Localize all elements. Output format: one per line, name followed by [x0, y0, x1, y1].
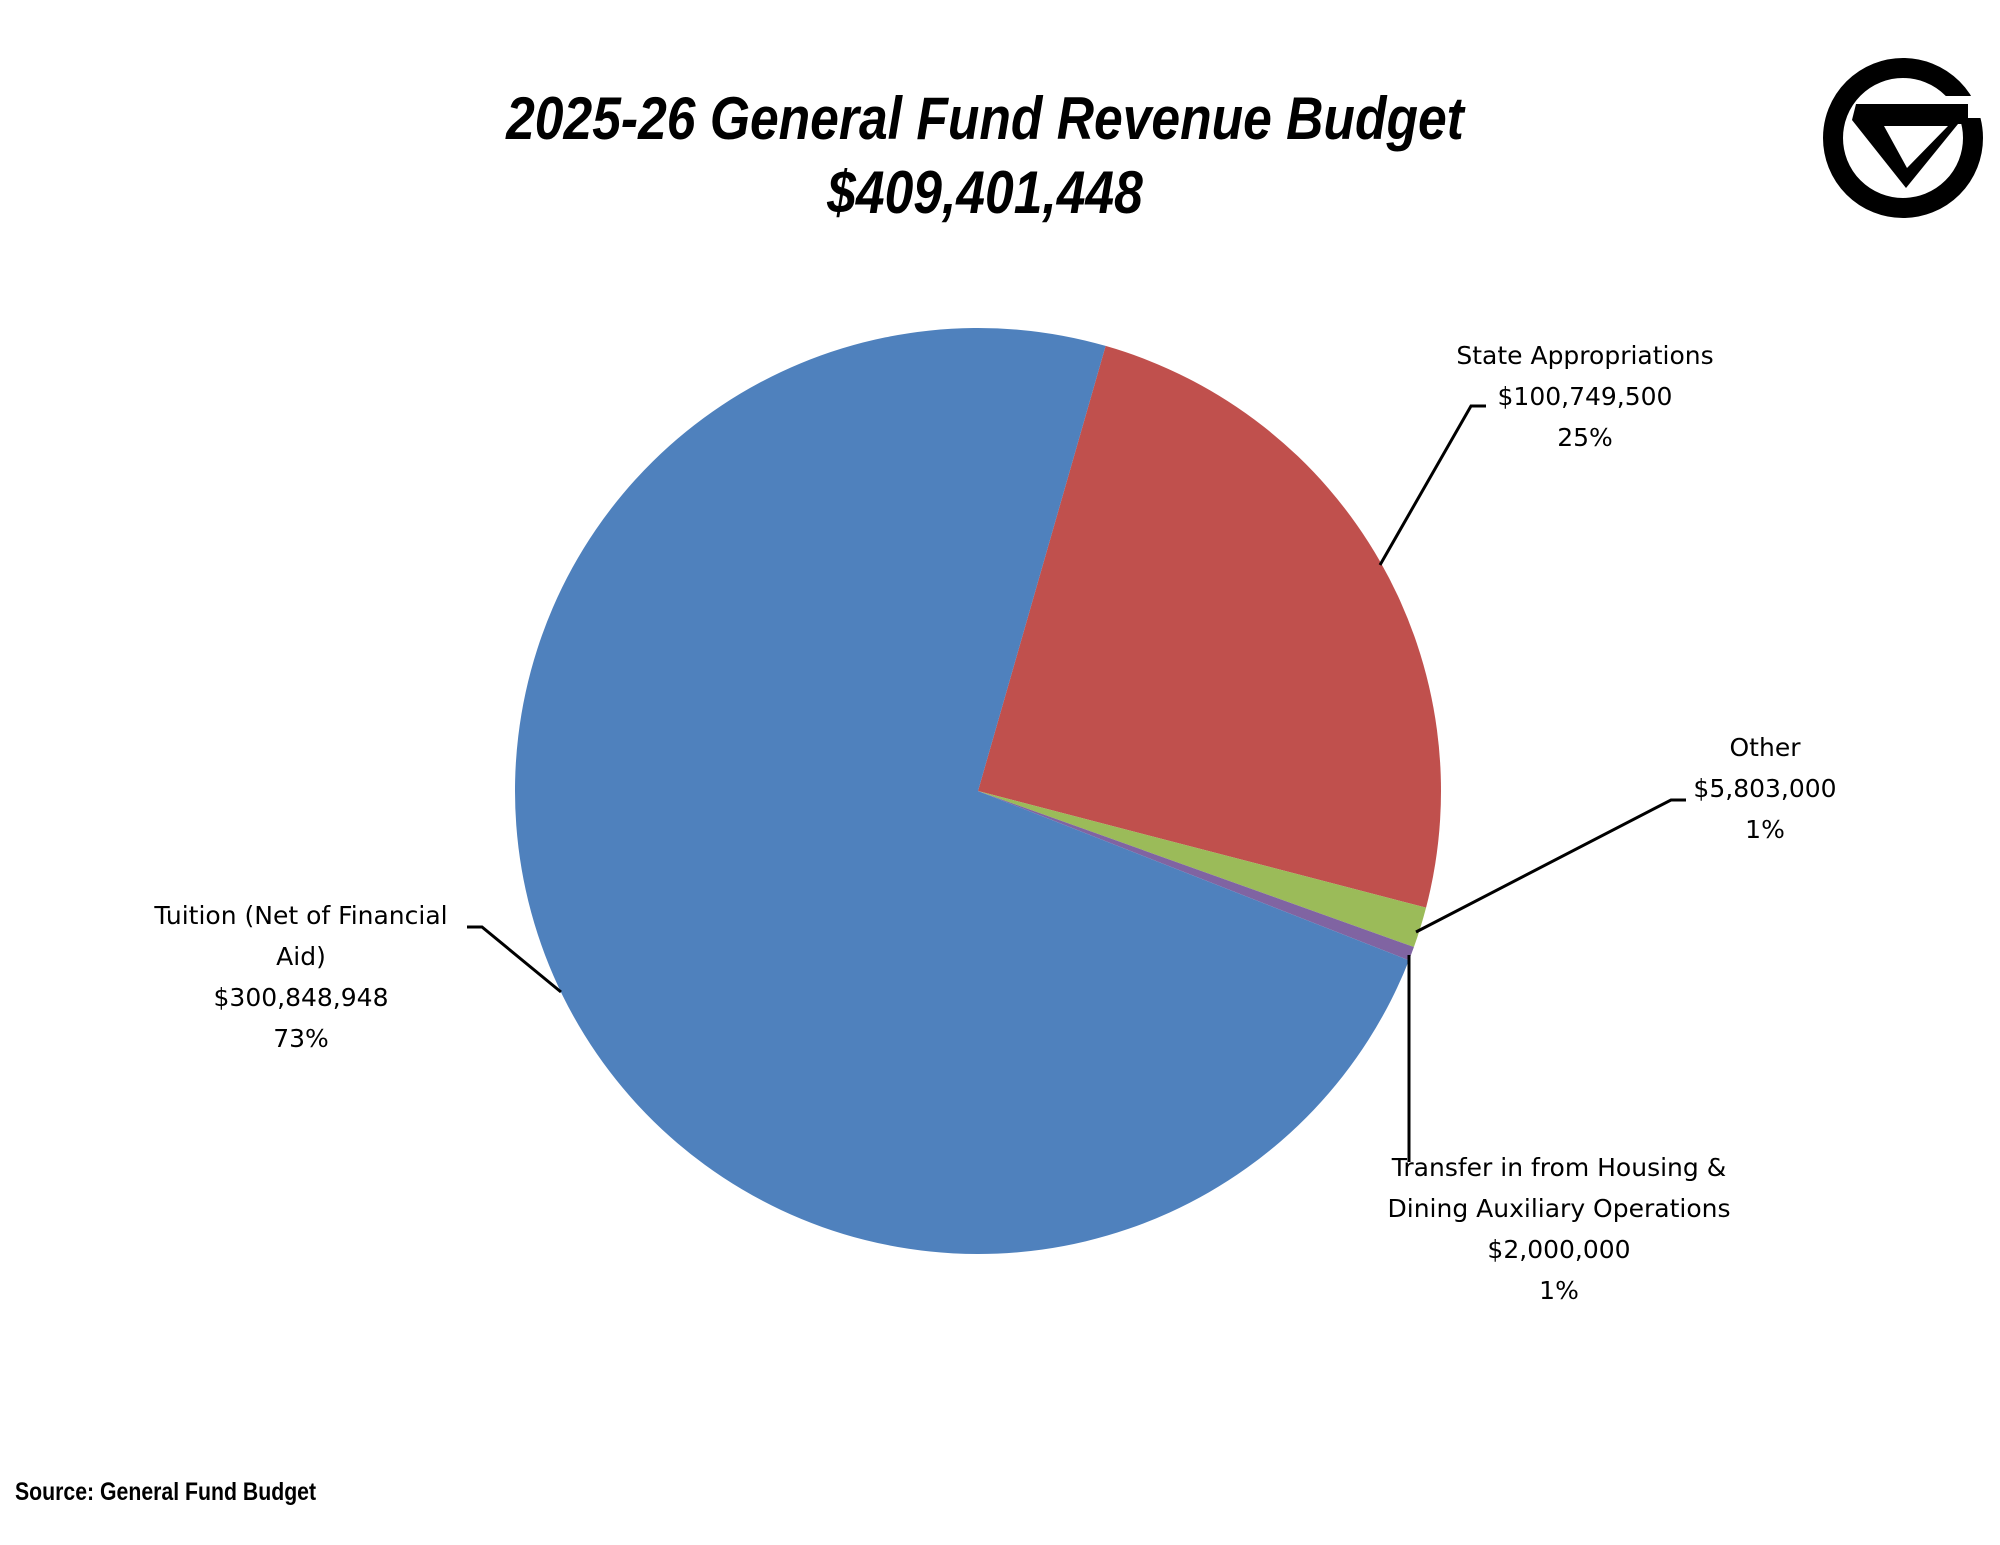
leader-line-other — [1415, 798, 1686, 934]
label-name-1: Tuition (Net of Financial — [154, 901, 448, 930]
label-value: $5,803,000 — [1693, 774, 1837, 803]
pie-slice-transfer-in-from-housing-dining-auxiliary-operations — [978, 791, 1414, 961]
gv-logo — [1823, 58, 1990, 218]
label-other: Other $5,803,000 1% — [1693, 727, 1836, 850]
label-value: $2,000,000 — [1487, 1235, 1631, 1264]
label-name-2: Aid) — [276, 942, 326, 971]
label-value: $300,848,948 — [213, 983, 389, 1012]
label-name: State Appropriations — [1456, 341, 1714, 370]
leader-line-state — [1378, 404, 1486, 566]
label-tuition: Tuition (Net of Financial Aid) $300,848,… — [154, 895, 447, 1059]
label-transfer: Transfer in from Housing & Dining Auxili… — [1387, 1147, 1730, 1311]
source-note: Source: General Fund Budget — [15, 1478, 317, 1506]
label-percent: 1% — [1745, 815, 1785, 844]
leader-lines — [467, 404, 1686, 1162]
leader-line-tuition — [467, 925, 562, 994]
label-percent: 25% — [1557, 423, 1613, 452]
label-name: Other — [1729, 733, 1801, 762]
label-value: $100,749,500 — [1497, 382, 1673, 411]
label-state-appropriations: State Appropriations $100,749,500 25% — [1456, 335, 1713, 458]
pie-slice-state-appropriations — [978, 345, 1441, 908]
label-percent: 73% — [273, 1024, 329, 1053]
label-name-1: Transfer in from Housing & — [1391, 1153, 1727, 1182]
label-name-2: Dining Auxiliary Operations — [1387, 1194, 1731, 1223]
pie-slice-tuition-net-of-financial-aid — [514, 327, 1409, 1255]
label-percent: 1% — [1539, 1276, 1579, 1305]
pie-slice-other — [978, 791, 1427, 948]
chart-title: 2025-26 General Fund Revenue Budget — [506, 85, 1464, 152]
chart-subtitle: $409,401,448 — [827, 159, 1143, 226]
